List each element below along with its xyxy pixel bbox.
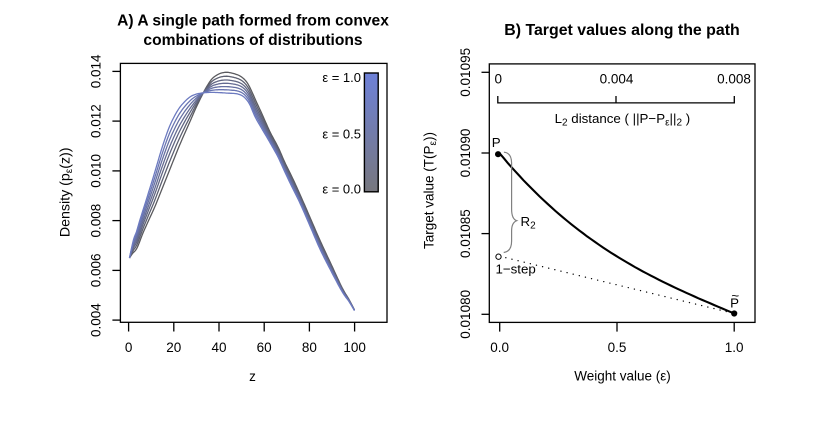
- svg-text:20: 20: [166, 340, 181, 355]
- svg-text:1−step: 1−step: [496, 262, 536, 277]
- svg-text:0: 0: [495, 72, 503, 87]
- svg-text:40: 40: [211, 340, 226, 355]
- svg-text:60: 60: [257, 340, 272, 355]
- svg-text:ε = 0.5: ε = 0.5: [322, 126, 361, 141]
- svg-text:80: 80: [302, 340, 317, 355]
- svg-text:0.014: 0.014: [89, 54, 104, 88]
- svg-text:z: z: [249, 369, 256, 384]
- svg-text:0.012: 0.012: [89, 104, 104, 138]
- svg-text:0.01080: 0.01080: [458, 290, 473, 339]
- svg-text:0.004: 0.004: [89, 303, 104, 337]
- svg-text:0.004: 0.004: [600, 72, 634, 87]
- svg-text:B) Target values along the pat: B) Target values along the path: [504, 22, 739, 39]
- svg-text:0.008: 0.008: [89, 204, 104, 238]
- svg-text:Weight value (ε): Weight value (ε): [574, 369, 671, 384]
- svg-text:0.5: 0.5: [608, 340, 627, 355]
- svg-text:0.010: 0.010: [89, 154, 104, 188]
- svg-text:ε = 1.0: ε = 1.0: [322, 70, 361, 85]
- svg-text:P: P: [492, 135, 501, 150]
- svg-text:~: ~: [731, 288, 739, 303]
- svg-text:100: 100: [343, 340, 366, 355]
- svg-text:1.0: 1.0: [725, 340, 744, 355]
- svg-text:0: 0: [125, 340, 133, 355]
- svg-text:Target value (T(Pε)): Target value (T(Pε)): [422, 132, 439, 249]
- svg-text:L2 distance ( ||P−Pε||2 ): L2 distance ( ||P−Pε||2 ): [555, 111, 691, 128]
- svg-text:ε = 0.0: ε = 0.0: [322, 181, 361, 196]
- svg-text:A) A single path formed from c: A) A single path formed from convex: [117, 12, 389, 29]
- svg-text:combinations of distributions: combinations of distributions: [143, 32, 363, 49]
- svg-text:0.006: 0.006: [89, 254, 104, 288]
- svg-text:P: P: [730, 296, 739, 311]
- svg-text:Density (pε(z)): Density (pε(z)): [58, 147, 75, 237]
- svg-text:0.01090: 0.01090: [458, 129, 473, 178]
- svg-text:0.01095: 0.01095: [458, 48, 473, 97]
- svg-text:0.008: 0.008: [717, 72, 751, 87]
- svg-text:0.0: 0.0: [490, 340, 509, 355]
- svg-text:0.01085: 0.01085: [458, 209, 473, 258]
